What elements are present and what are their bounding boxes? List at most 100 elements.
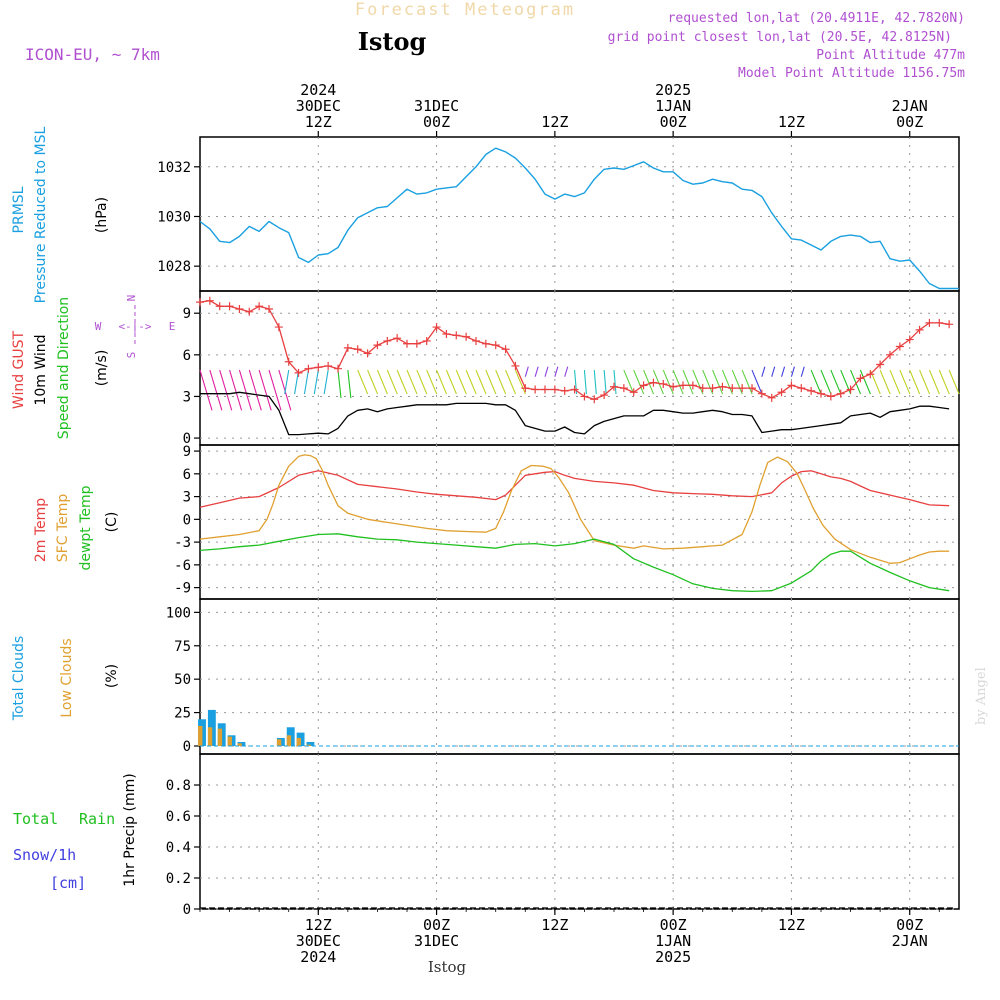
- wind-gust-marker: [757, 389, 766, 398]
- wind-gust-marker: [639, 381, 648, 390]
- y-tick-label: 0: [183, 739, 191, 755]
- wind-arrow: [948, 369, 960, 395]
- y-tick-label: 75: [174, 639, 191, 655]
- wind-gust-marker: [708, 384, 717, 393]
- wind-gust-marker: [284, 357, 293, 366]
- wind10-line: [200, 391, 950, 436]
- wind-gust-marker: [324, 361, 333, 370]
- wind-gust-marker: [334, 364, 342, 373]
- wind-gust-marker: [343, 343, 352, 352]
- low-clouds-label: Low Clouds: [59, 638, 75, 717]
- wind-arrow: [258, 369, 272, 411]
- sfc-temp-label: SFC Temp: [55, 494, 71, 563]
- wind-gust-marker: [807, 386, 816, 395]
- wind-gust-marker: [659, 379, 668, 388]
- wind-gust-marker: [255, 302, 264, 311]
- wind-gust-marker: [432, 323, 441, 332]
- wind-arrow: [712, 369, 724, 395]
- wind-gust-marker: [196, 298, 204, 307]
- wind-arrow: [485, 369, 497, 395]
- wind-arrow: [436, 369, 448, 395]
- y-tick-label: 6: [183, 467, 191, 483]
- temp2m-label: 2m Temp: [33, 498, 49, 562]
- wind-gust-marker: [294, 368, 303, 377]
- wind-gust-marker: [531, 385, 540, 394]
- wind-gust-marker: [422, 336, 431, 345]
- chart-marks: 1028103010320369-9-6-30369025507510000.2…: [157, 81, 960, 966]
- time-label-bottom: 2JAN: [892, 932, 928, 950]
- wind-arrow: [682, 369, 694, 395]
- pressure-line: [199, 147, 959, 290]
- wind-gust-marker: [836, 389, 845, 398]
- wind-gust-marker: [373, 341, 382, 350]
- wind-gust-marker: [403, 339, 411, 348]
- y-tick-label: 100: [166, 605, 191, 621]
- low-cloud-bar: [237, 743, 242, 746]
- y-tick-label: 0.2: [166, 871, 191, 887]
- time-label-bottom: 2025: [655, 948, 691, 966]
- wind-arrow: [544, 366, 549, 377]
- wind-gust-marker: [846, 385, 855, 394]
- wind-arrow: [741, 369, 753, 395]
- wind-arrow: [564, 366, 569, 377]
- wind-gust-marker: [363, 349, 372, 358]
- wind-arrow: [268, 369, 282, 411]
- compass-south: S: [125, 352, 138, 359]
- total-cloud-bar: [306, 741, 315, 746]
- wind-arrow: [652, 369, 664, 395]
- wind-arrow: [938, 369, 950, 395]
- y-tick-label: -9: [174, 581, 191, 597]
- wind-arrow: [810, 369, 822, 395]
- low-cloud-bar: [227, 736, 232, 746]
- wind-arrow: [879, 369, 891, 395]
- wind-arrow: [899, 369, 911, 395]
- wind-gust-marker: [353, 345, 362, 354]
- low-cloud-bar: [296, 737, 301, 746]
- wind-arrow: [406, 369, 418, 395]
- wind-gust-marker: [304, 364, 313, 373]
- y-tick-label: 1032: [157, 160, 191, 176]
- prmsl-long-label: Pressure Reduced to MSL: [33, 126, 49, 303]
- wind-arrow: [850, 369, 862, 395]
- wind-arrow: [781, 366, 786, 377]
- wind-gust-marker: [728, 384, 737, 393]
- y-tick-label: 0.4: [166, 840, 191, 856]
- y-tick-label: 0: [183, 902, 191, 918]
- wind-arrow: [830, 369, 842, 395]
- wind-gust-marker: [935, 318, 944, 327]
- time-label-top: 12Z: [541, 113, 568, 131]
- grid-point-coords: grid point closest lon,lat (20.5E, 42.81…: [608, 30, 952, 45]
- time-label-top: 12Z: [778, 113, 805, 131]
- model-altitude: Model Point Altitude 1156.75m: [738, 66, 965, 81]
- meteogram-title: Forecast Meteogram: [355, 0, 575, 20]
- wind-gust-marker: [748, 384, 756, 393]
- wind-gust-marker: [767, 393, 776, 402]
- y-tick-label: 0.8: [166, 778, 191, 794]
- wind-gust-marker: [945, 320, 954, 329]
- wind-arrow: [465, 369, 477, 395]
- wind-gust-marker: [521, 384, 530, 393]
- wind-arrow: [623, 369, 635, 395]
- wind-arrow: [209, 369, 223, 411]
- dewpt-line: [199, 533, 950, 593]
- time-label-top: 2024: [300, 81, 336, 99]
- wind-gust-marker: [797, 384, 806, 393]
- wind-gust-marker: [905, 335, 914, 344]
- time-label-bottom: 00Z: [896, 916, 923, 934]
- y-tick-label: 3: [183, 389, 191, 405]
- wind-arrow: [455, 369, 467, 395]
- time-label-bottom: 12Z: [305, 916, 332, 934]
- wind-gust-marker: [205, 296, 214, 305]
- wind-arrow: [238, 369, 252, 411]
- time-label-bottom: 00Z: [423, 916, 450, 934]
- time-label-bottom: 00Z: [660, 916, 687, 934]
- rain-label: Rain: [79, 810, 115, 828]
- y-tick-label: 9: [183, 444, 191, 460]
- wind-gust-marker: [649, 378, 658, 387]
- wind-gust-marker: [669, 382, 678, 391]
- wind-arrow: [790, 366, 795, 377]
- time-label-bottom: 12Z: [541, 916, 568, 934]
- wind-arrow: [475, 369, 487, 395]
- y-tick-label: -6: [174, 558, 191, 574]
